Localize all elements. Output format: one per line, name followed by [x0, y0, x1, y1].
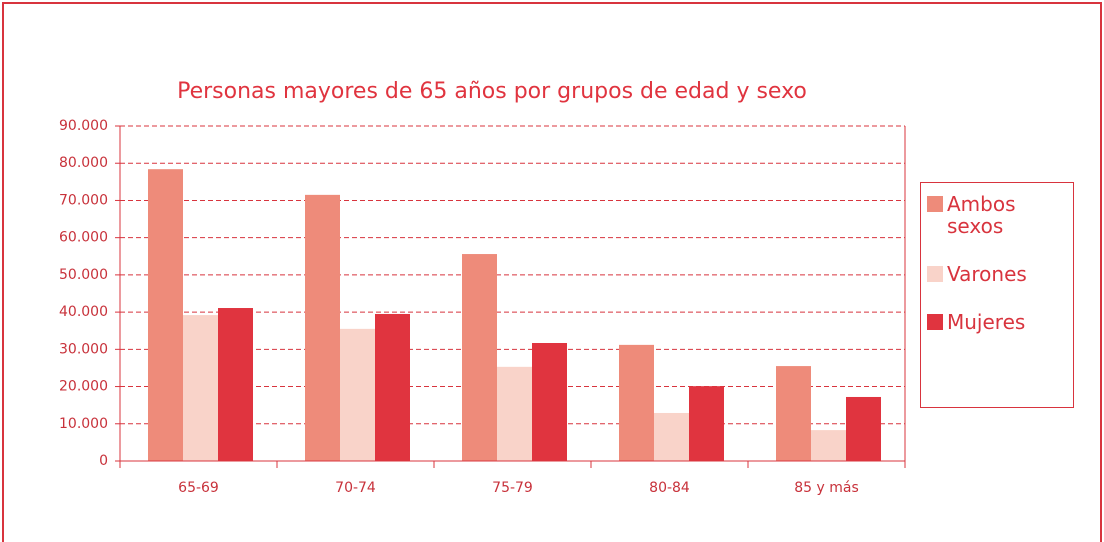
bar: [183, 315, 218, 461]
bar: [305, 194, 340, 461]
bar: [776, 366, 811, 461]
y-tick-label: 20.000: [59, 379, 108, 395]
legend-item: Ambos sexos: [927, 193, 1069, 237]
bar: [619, 344, 654, 461]
y-tick-label: 60.000: [59, 230, 108, 246]
bar: [218, 308, 253, 461]
bar: [846, 396, 881, 461]
x-tick-label: 65-69: [178, 480, 219, 496]
bar: [340, 328, 375, 461]
bar: [654, 412, 689, 461]
legend-swatch: [927, 196, 943, 212]
legend-swatch: [927, 314, 943, 330]
y-tick-label: 30.000: [59, 341, 108, 357]
y-tick-label: 90.000: [59, 118, 108, 134]
y-tick-label: 70.000: [59, 192, 108, 208]
legend: Ambos sexos Varones Mujeres: [920, 182, 1074, 408]
legend-item: Mujeres: [927, 311, 1069, 333]
bar: [689, 386, 724, 461]
x-tick-label: 70-74: [335, 480, 376, 496]
y-tick-label: 10.000: [59, 416, 108, 432]
x-tick-label: 85 y más: [794, 480, 859, 496]
legend-swatch: [927, 266, 943, 282]
legend-label: Mujeres: [947, 310, 1026, 334]
y-tick-label: 80.000: [59, 155, 108, 171]
x-tick-label: 80-84: [649, 480, 690, 496]
x-tick-label: 75-79: [492, 480, 533, 496]
y-tick-label: 50.000: [59, 267, 108, 283]
bar: [532, 343, 567, 461]
bar: [148, 169, 183, 461]
bar: [497, 366, 532, 461]
legend-item: Varones: [927, 263, 1069, 285]
bar: [811, 430, 846, 461]
legend-label: Ambos sexos: [947, 192, 1016, 238]
bar: [462, 254, 497, 461]
chart-title: Personas mayores de 65 años por grupos d…: [177, 79, 807, 104]
legend-label: Varones: [947, 262, 1027, 286]
bar: [375, 313, 410, 461]
y-tick-label: 40.000: [59, 304, 108, 320]
y-tick-label: 0: [99, 453, 108, 469]
